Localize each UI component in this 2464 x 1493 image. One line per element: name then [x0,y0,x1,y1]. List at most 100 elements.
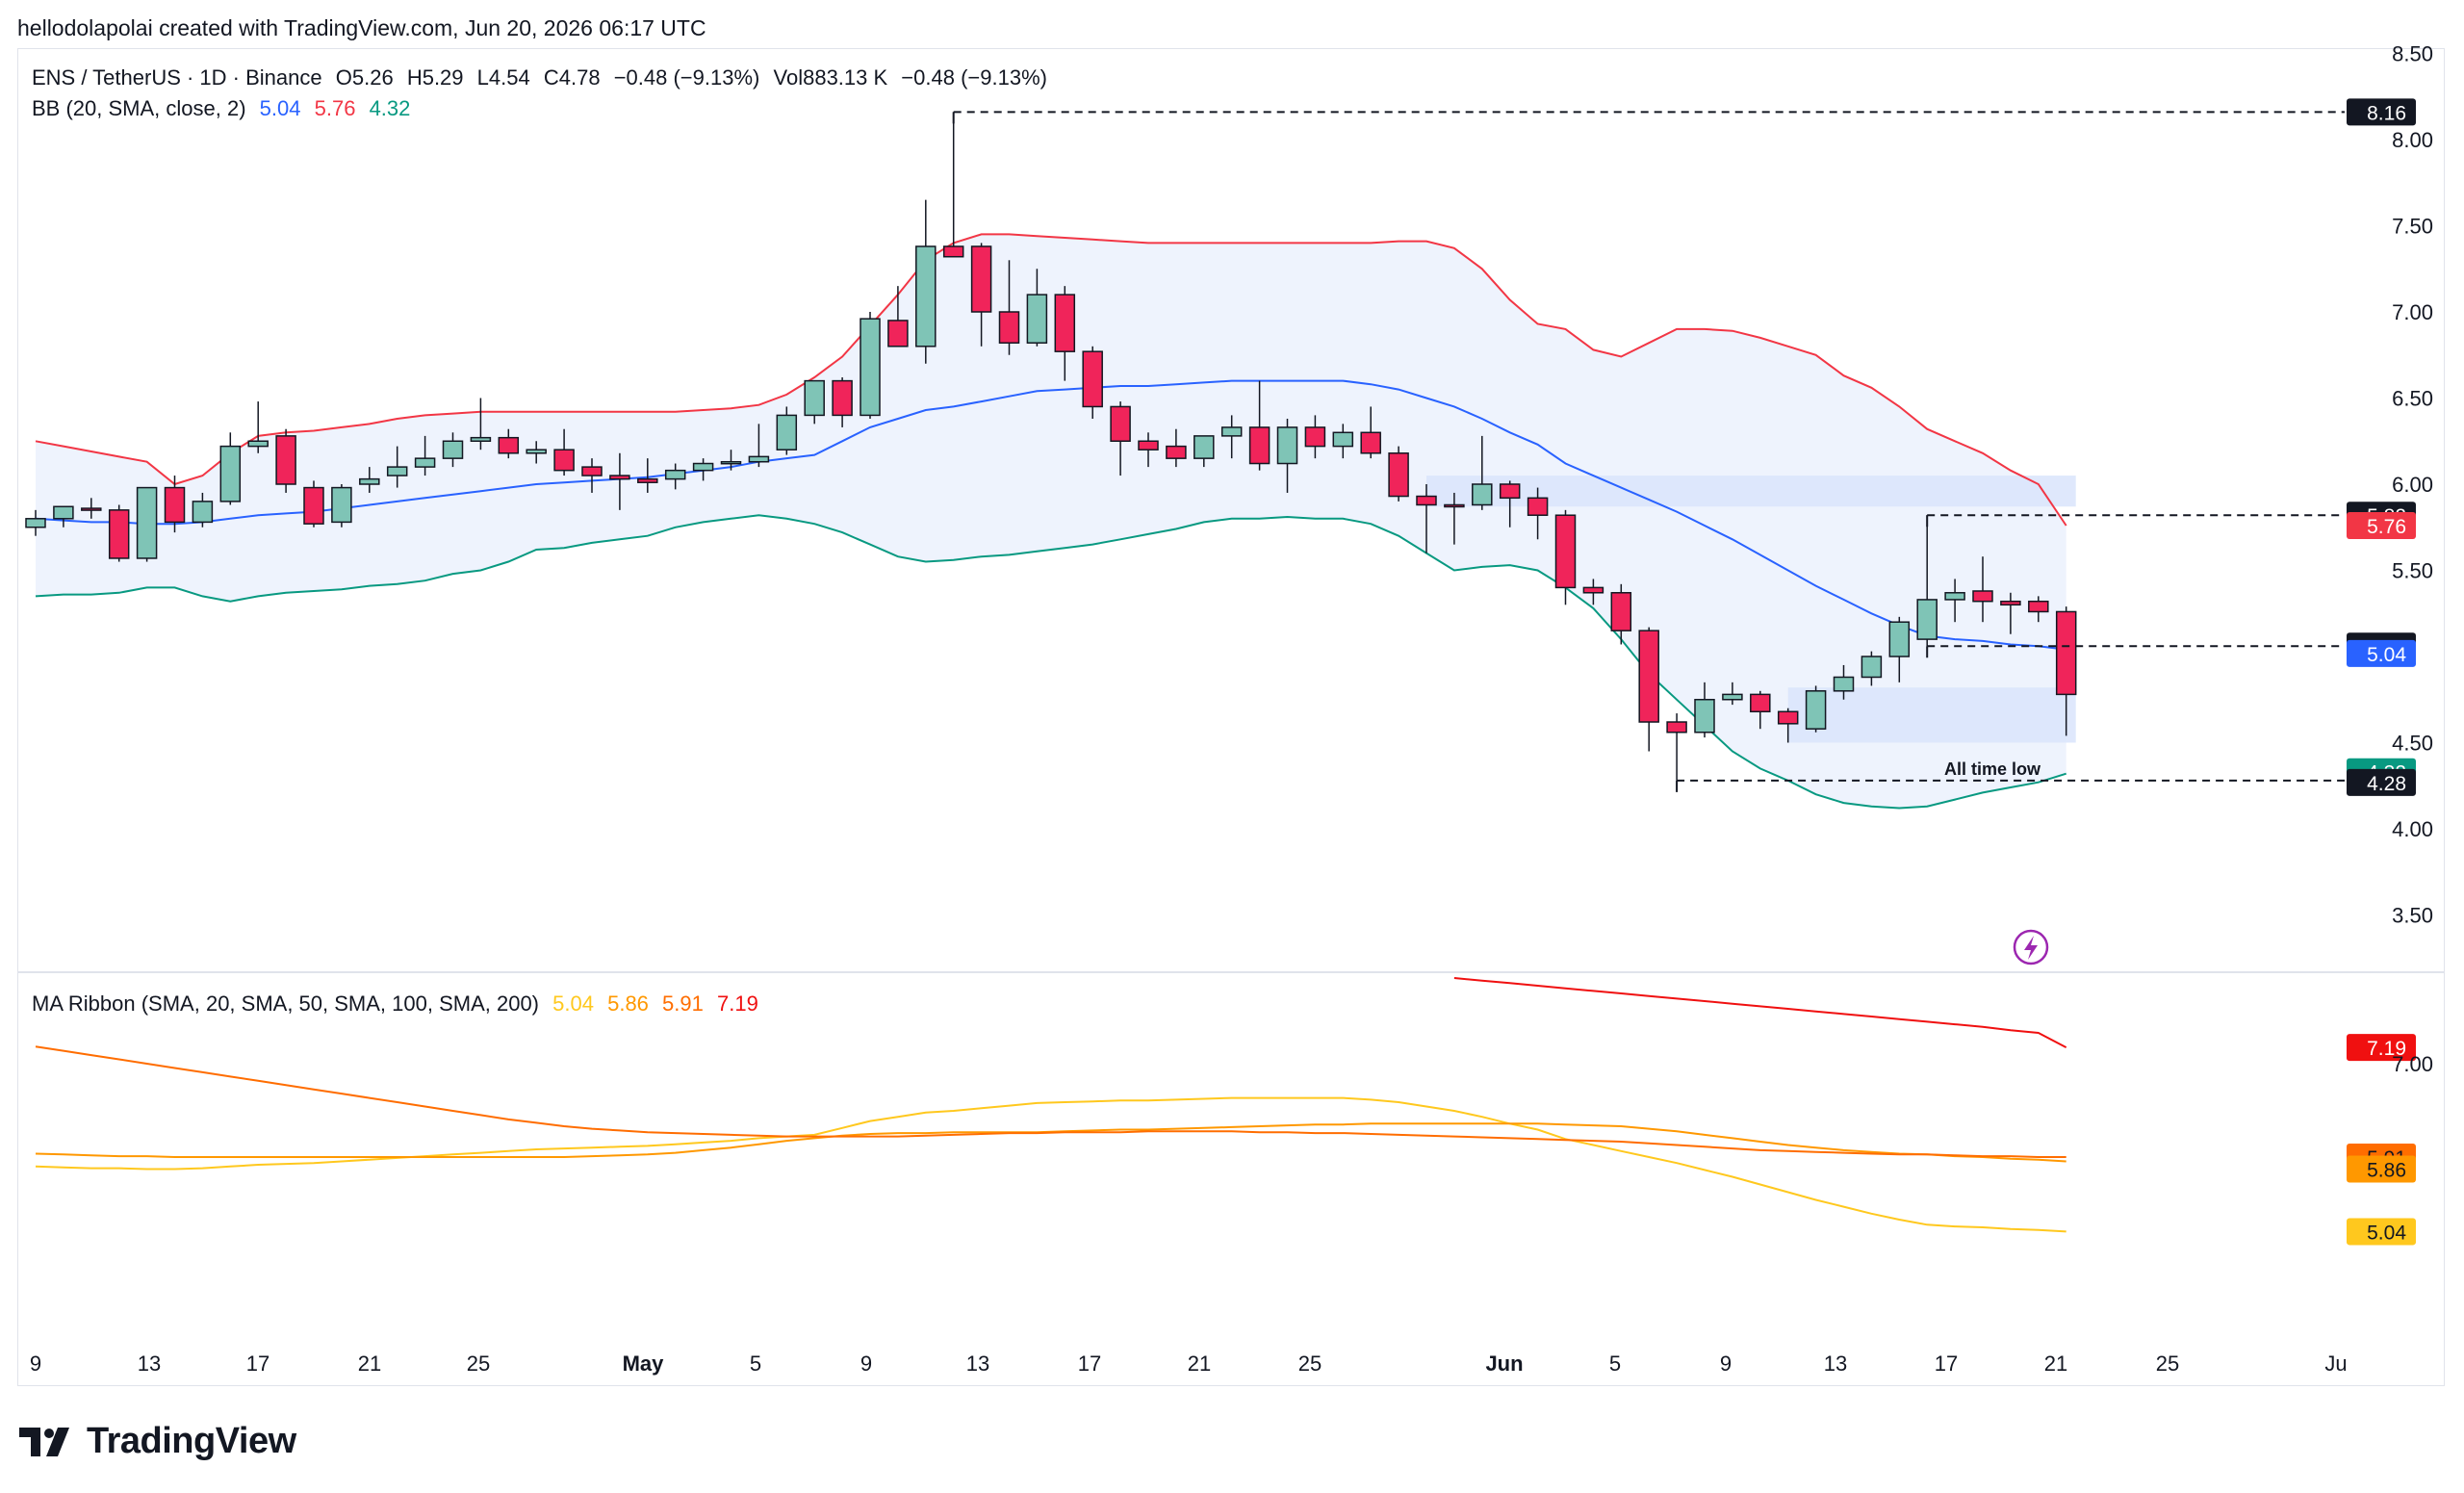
candle [1220,415,1243,459]
candle [1610,583,1632,645]
bb-indicator-name[interactable]: BB (20, SMA, close, 2) [32,96,246,120]
candle-body-down [1110,405,1131,443]
candle [1332,424,1354,459]
price-badge-bg [2347,511,2416,539]
candle [887,286,909,348]
candle-body-down [2000,600,2021,606]
candle [1638,627,1659,752]
candle-body-up [136,486,158,559]
candle [1666,713,1687,781]
candle [1972,556,1993,623]
candle-body-up [192,501,214,524]
candle-body-down [1166,445,1187,459]
candle-body-down [581,466,603,476]
x-axis-tick-label: 25 [2156,1351,2179,1376]
x-axis-tick-label: 17 [1078,1351,1101,1376]
candle [25,509,46,536]
ma-ribbon-legend[interactable]: MA Ribbon (SMA, 20, SMA, 50, SMA, 100, S… [32,991,766,1017]
candle-body-up [1472,483,1493,506]
x-axis-tick-label: 9 [1720,1351,1732,1376]
bb-lower-value: 4.32 [369,96,411,120]
candle [442,432,464,468]
candle [1026,269,1048,347]
candle-body-down [1499,483,1521,500]
x-axis-tick-label: 5 [1609,1351,1621,1376]
ma-line-ma50 [35,1122,2066,1163]
candle-body-up [1026,294,1048,344]
bb-lower-line [35,514,2066,810]
x-axis-tick-label: 17 [1935,1351,1958,1376]
candle [303,480,324,528]
candle [219,432,242,505]
ma-ribbon-name[interactable]: MA Ribbon (SMA, 20, SMA, 50, SMA, 100, S… [32,991,540,1016]
tradingview-logo-icon [19,1427,69,1456]
candle [1082,346,1103,419]
ma-price-badge: 5.86 [2347,1155,2416,1183]
bollinger-band-fill [36,234,2066,809]
x-axis-tick-label: 25 [1298,1351,1322,1376]
candle [136,486,158,562]
x-axis-tick-label: 21 [358,1351,381,1376]
candle-body-up [748,455,770,463]
candle-body-down [1777,710,1799,725]
candle [692,458,714,481]
y-axis-tick-label: 5.50 [2392,559,2433,583]
candle [609,452,630,510]
ma-price-badge: 5.04 [2347,1218,2416,1246]
candle [1054,286,1076,381]
ma-price-badge-bg [2347,1218,2416,1246]
candle-body-up [1888,621,1911,657]
candle [81,498,102,519]
candle-body-down [1388,452,1409,498]
bb-upper-line [35,233,2067,527]
tradingview-logo-text: TradingView [87,1421,296,1461]
ma-price-badge-bg [2347,1155,2416,1183]
low-value: 4.54 [488,65,530,90]
candle [553,428,575,476]
candle-body-down [303,486,324,525]
resistance-zone [1426,476,2076,507]
candle [720,450,742,471]
x-axis-tick-label: 5 [750,1351,761,1376]
y-axis-tick-label: 6.00 [2392,473,2433,497]
candle [1360,406,1381,459]
candle-body-down [498,436,520,454]
candle-body-down [1444,503,1465,508]
candle [2000,592,2021,634]
candle-body-down [609,475,630,480]
candle [1694,682,1715,738]
main-legend[interactable]: ENS / TetherUS · 1D · Binance O5.26 H5.2… [32,65,1047,90]
tradingview-logo[interactable]: TradingView [19,1421,296,1462]
candle-body-up [219,445,242,502]
x-axis-tick-label: Jun [1485,1351,1523,1376]
candle [1416,484,1437,553]
candle [192,492,214,528]
candle-body-down [1416,495,1437,506]
candle-body-down [1972,590,1993,603]
candle [1110,401,1131,476]
candle-body-up [1805,690,1827,730]
y-axis-tick-label: 8.00 [2392,128,2433,152]
price-badge-bg [2347,98,2416,126]
candle [53,505,74,528]
candle-body-up [1220,426,1243,437]
candle-body-up [386,466,408,476]
candle [1527,487,1549,540]
lightning-icon[interactable] [2013,929,2049,965]
bb-basis-value: 5.04 [259,96,301,120]
candle-body-up [25,518,46,528]
y-axis-tick-label: 4.50 [2392,732,2433,756]
candle [414,435,436,476]
ma-axis-tick-label: 7.00 [2392,1052,2433,1076]
candle-body-down [164,486,186,524]
candle-body-up [1194,435,1215,459]
candle [1248,380,1270,471]
candle-body-up [1861,656,1883,679]
candle [1194,435,1215,468]
symbol-label[interactable]: ENS / TetherUS · 1D · Binance [32,65,322,90]
bb-legend[interactable]: BB (20, SMA, close, 2) 5.04 5.76 4.32 [32,96,418,121]
lightning-icon-ring [2013,929,2049,965]
candle-body-down [970,245,992,313]
candle [1722,682,1743,706]
